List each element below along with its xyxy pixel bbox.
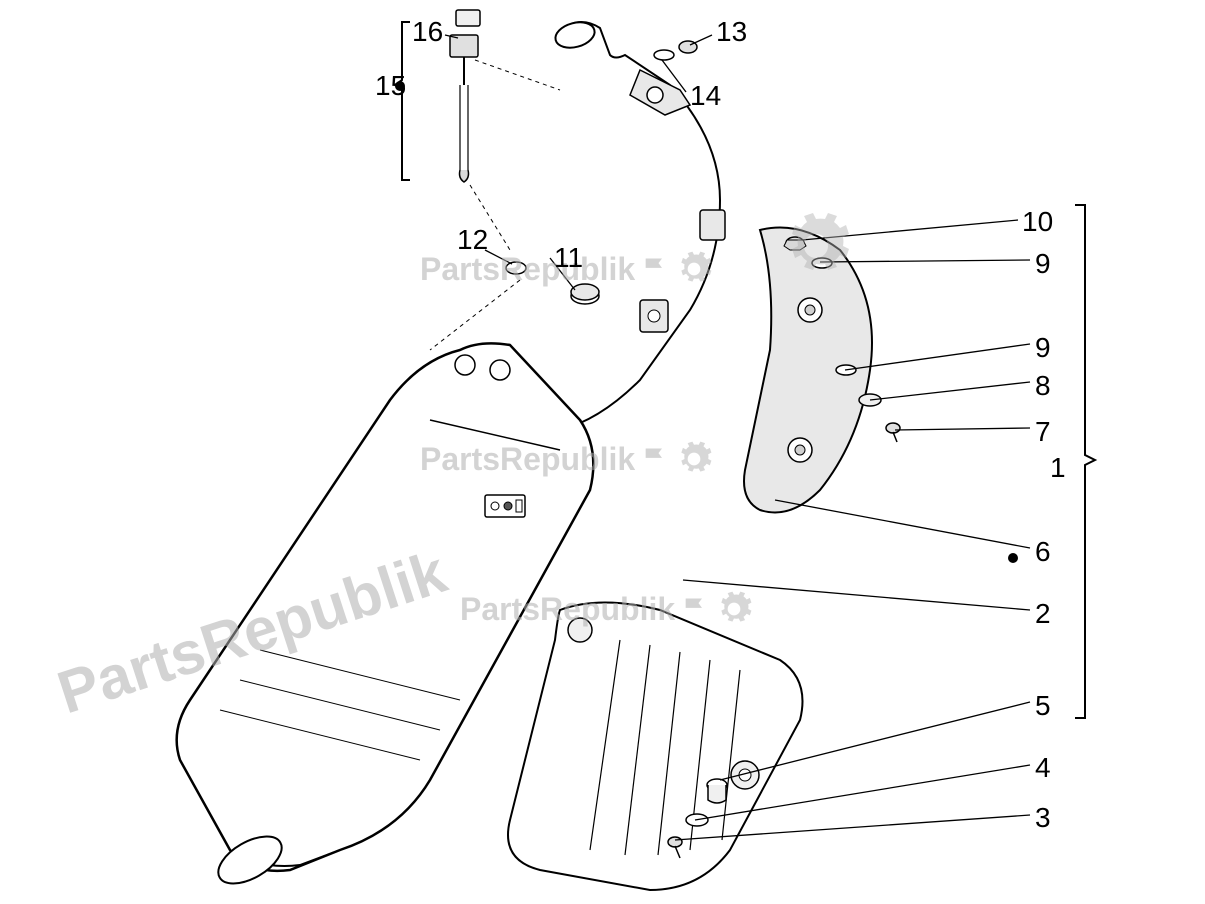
gear-icon <box>675 250 713 288</box>
callout-2: 2 <box>1035 598 1051 630</box>
flag-icon <box>641 445 669 473</box>
callout-9a: 9 <box>1035 332 1051 364</box>
callout-7: 7 <box>1035 416 1051 448</box>
lower-heat-shield <box>508 603 803 891</box>
watermark-text: PartsRepublik <box>420 251 635 288</box>
lambda-sensor <box>450 10 480 182</box>
callout-10: 10 <box>1022 206 1053 238</box>
callout-14: 14 <box>690 80 721 112</box>
callout-6: 6 <box>1035 536 1051 568</box>
gear-icon <box>715 590 753 628</box>
callout-3: 3 <box>1035 802 1051 834</box>
watermark-3: PartsRepublik <box>460 590 753 628</box>
gear-icon-large-1 <box>780 210 852 282</box>
callout-12: 12 <box>457 224 488 256</box>
callout-5: 5 <box>1035 690 1051 722</box>
callout-16: 16 <box>412 16 443 48</box>
flag-icon <box>681 595 709 623</box>
callout-11: 11 <box>554 242 583 274</box>
watermark-2: PartsRepublik <box>420 440 713 478</box>
gear-icon <box>675 440 713 478</box>
callout-8: 8 <box>1035 370 1051 402</box>
watermark-text: PartsRepublik <box>460 591 675 628</box>
callout-13: 13 <box>716 16 747 48</box>
flag-icon <box>641 255 669 283</box>
callout-9b: 9 <box>1035 248 1051 280</box>
bracket-callout-1 <box>1075 205 1095 718</box>
exploded-diagram: PartsRepublik PartsRepublik PartsRepubli… <box>0 0 1205 904</box>
callout-1: 1 <box>1050 452 1066 484</box>
callout-15: 15 <box>375 70 406 102</box>
callout-4: 4 <box>1035 752 1051 784</box>
watermark-text: PartsRepublik <box>420 441 635 478</box>
